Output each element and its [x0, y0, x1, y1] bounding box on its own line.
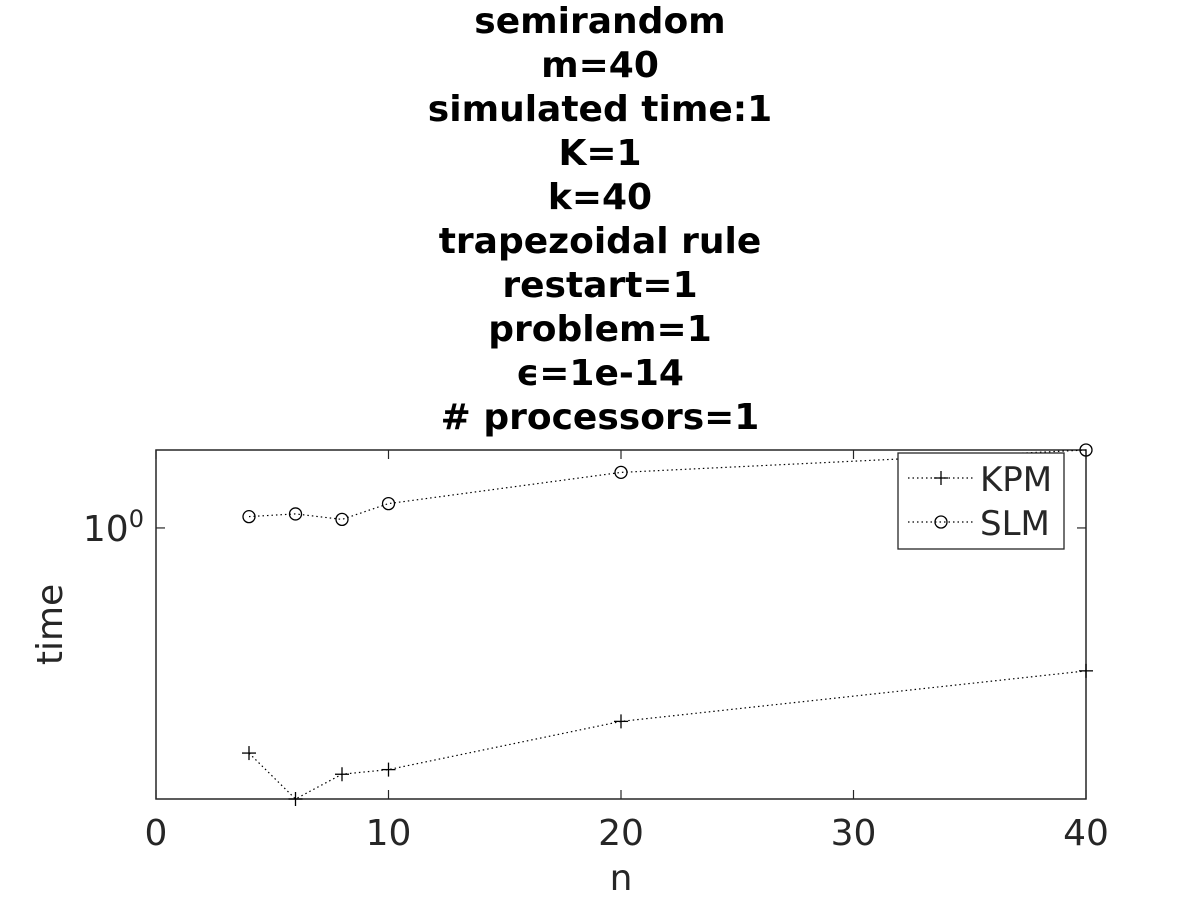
- series-line-slm: [248, 449, 1087, 521]
- title-line: semirandom: [474, 1, 726, 42]
- data-point-kpm: [335, 767, 349, 782]
- legend-box: [897, 452, 1065, 550]
- title-line: # processors=1: [440, 397, 760, 438]
- legend-entry: KPM: [908, 460, 1052, 500]
- data-point-slm: [288, 507, 303, 521]
- x-tick-label: 30: [831, 813, 877, 854]
- x-tick-label: 40: [1063, 813, 1109, 854]
- data-point-kpm: [1079, 663, 1093, 678]
- series-line-kpm: [248, 670, 1087, 800]
- legend-label: KPM: [980, 460, 1052, 500]
- title-line: trapezoidal rule: [438, 221, 762, 262]
- data-point-slm: [335, 512, 349, 527]
- x-axis-label: n: [610, 858, 633, 899]
- y-tick-label: 100: [83, 505, 144, 550]
- title-line: K=1: [558, 133, 642, 174]
- title-line: k=40: [547, 177, 653, 218]
- title-line: m=40: [541, 45, 659, 86]
- data-point-kpm: [381, 762, 396, 777]
- x-tick-label: 10: [366, 813, 412, 854]
- data-point-kpm: [288, 792, 303, 806]
- legend-marker: [934, 515, 948, 529]
- x-tick-label: 0: [145, 813, 168, 854]
- title-line: ϵ=1e-14: [516, 353, 684, 394]
- title-line: problem=1: [488, 309, 712, 350]
- data-point-slm: [1079, 443, 1093, 457]
- legend-label: SLM: [980, 504, 1050, 544]
- title-line: simulated time:1: [427, 89, 773, 130]
- data-point-kpm: [242, 746, 256, 761]
- data-point-kpm: [614, 714, 628, 729]
- data-point-slm: [381, 496, 396, 511]
- x-tick-label: 20: [598, 813, 644, 854]
- y-axis-label: time: [30, 584, 71, 665]
- legend-entry: SLM: [908, 504, 1050, 544]
- data-point-slm: [614, 465, 628, 480]
- title-line: restart=1: [502, 265, 698, 306]
- data-point-slm: [242, 509, 256, 524]
- legend-marker: [934, 471, 948, 485]
